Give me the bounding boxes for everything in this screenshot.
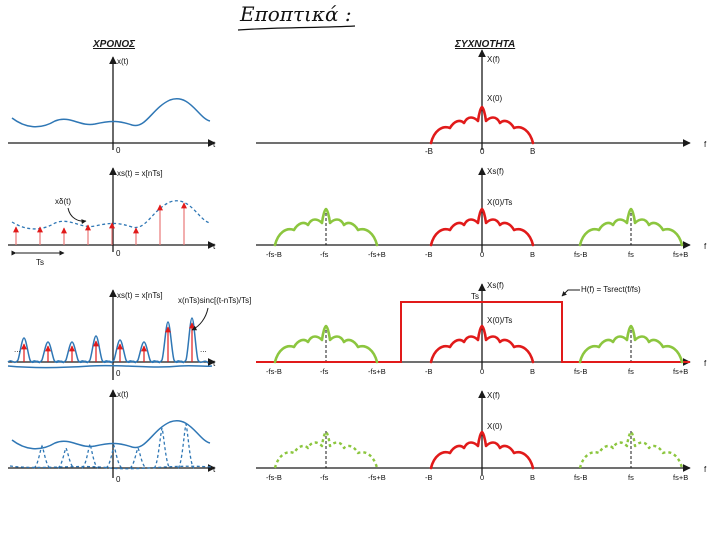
tick-label: -fs-B bbox=[266, 250, 282, 259]
row2-replica-right bbox=[578, 207, 684, 247]
row1-time: x(t) 0 t bbox=[8, 56, 216, 155]
tick-label: fs bbox=[628, 250, 634, 259]
row2-time-origin: 0 bbox=[116, 249, 121, 258]
row3-replica-left bbox=[273, 324, 379, 364]
row1-time-origin: 0 bbox=[116, 146, 121, 155]
row1-spectrum bbox=[429, 105, 535, 145]
row3-dots-left: ... bbox=[14, 345, 21, 354]
row4-time-origin: 0 bbox=[116, 475, 121, 484]
row2-time-xlabel: t bbox=[213, 242, 216, 251]
row2-freq-xlabel: f bbox=[704, 242, 707, 251]
row3-freq: H(f) = Tsrect(f/fs) Ts Xs(f) X(0)/Ts -fs… bbox=[256, 281, 707, 376]
row3-spectrum-center bbox=[429, 324, 535, 364]
tick-label: fs+B bbox=[673, 367, 688, 376]
row2-time: Ts xδ(t) xs(t) = x[nTs] 0 t bbox=[8, 167, 216, 267]
row4-time: x(t) 0 t bbox=[8, 389, 216, 484]
row1-time-ylabel: x(t) bbox=[117, 57, 129, 66]
tick-label: -fs bbox=[320, 473, 329, 482]
row3-freq-xlabel: f bbox=[704, 359, 707, 368]
tick-label: -fs+B bbox=[368, 367, 386, 376]
tick-label: -fs+B bbox=[368, 473, 386, 482]
row2-pointer-label: xδ(t) bbox=[55, 197, 71, 206]
row2-freq: Xs(f) X(0)/Ts -fs-B -fs -fs+B -B 0 B fs-… bbox=[256, 167, 707, 259]
row3-filter-label: H(f) = Tsrect(f/fs) bbox=[581, 285, 641, 294]
row4-peak-label: X(0) bbox=[487, 422, 502, 431]
row2-replica-left bbox=[273, 207, 379, 247]
row2-peak-label: X(0)/Ts bbox=[487, 198, 512, 207]
tick-label: fs bbox=[628, 367, 634, 376]
tick-label: 0 bbox=[480, 250, 484, 259]
row4-freq-ylabel: X(f) bbox=[487, 391, 500, 400]
row2-time-ylabel: xs(t) = x[nTs] bbox=[117, 169, 163, 178]
tick-label: B bbox=[530, 250, 535, 259]
tick-label: fs-B bbox=[574, 473, 587, 482]
row1-freq: X(f) X(0) -B 0 B f bbox=[256, 49, 707, 156]
row3-time-origin: 0 bbox=[116, 369, 121, 378]
tick-label: -fs-B bbox=[266, 473, 282, 482]
row2-period-label: Ts bbox=[36, 258, 44, 267]
row3-time: x(nTs)sinc[(t-nTs)/Ts] ... ... xs(t) = x… bbox=[7, 289, 251, 380]
row1-time-xlabel: t bbox=[213, 140, 216, 149]
tick-label: -fs bbox=[320, 250, 329, 259]
row1-peak-label: X(0) bbox=[487, 94, 502, 103]
row3-freq-ylabel: Xs(f) bbox=[487, 281, 504, 290]
row4-freq-xlabel: f bbox=[704, 465, 707, 474]
row2-freq-ylabel: Xs(f) bbox=[487, 167, 504, 176]
tick-label: B bbox=[530, 147, 535, 156]
tick-label: -B bbox=[425, 147, 433, 156]
row3-dots-right: ... bbox=[200, 345, 207, 354]
header-freq: ΣΥΧΝΟΤΗΤΑ bbox=[454, 39, 515, 50]
row3-replica-right bbox=[578, 324, 684, 364]
tick-label: fs+B bbox=[673, 250, 688, 259]
row3-filter-pointer bbox=[561, 289, 580, 297]
tick-label: 0 bbox=[480, 367, 484, 376]
tick-label: fs-B bbox=[574, 367, 587, 376]
tick-label: fs bbox=[628, 473, 634, 482]
tick-label: 0 bbox=[480, 147, 485, 156]
row4-dashed-pulses bbox=[9, 423, 213, 470]
tick-label: B bbox=[530, 367, 535, 376]
row1-freq-xlabel: f bbox=[704, 140, 707, 149]
row2-spectrum-center bbox=[429, 207, 535, 247]
slide-title: Εποπτικά : bbox=[239, 2, 352, 26]
row3-annotation-pointer bbox=[191, 307, 209, 331]
tick-label: -B bbox=[425, 473, 433, 482]
tick-label: fs-B bbox=[574, 250, 587, 259]
row2-impulses bbox=[13, 202, 187, 245]
tick-label: -B bbox=[425, 250, 433, 259]
row4-spectrum-center bbox=[429, 430, 535, 470]
tick-label: -fs-B bbox=[266, 367, 282, 376]
row1-signal-curve bbox=[11, 98, 211, 128]
row4-reconstructed bbox=[11, 420, 211, 450]
row3-peak-label: X(0)/Ts bbox=[487, 316, 512, 325]
tick-label: B bbox=[530, 473, 535, 482]
row1-freq-ylabel: X(f) bbox=[487, 55, 500, 64]
row4-time-ylabel: x(t) bbox=[117, 390, 129, 399]
header-time: ΧΡΟΝΟΣ bbox=[92, 39, 136, 50]
row3-annotation: x(nTs)sinc[(t-nTs)/Ts] bbox=[178, 296, 251, 305]
tick-label: -B bbox=[425, 367, 433, 376]
tick-label: -fs bbox=[320, 367, 329, 376]
row2-envelope bbox=[11, 200, 211, 230]
row3-time-ylabel: xs(t) = x[nTs] bbox=[117, 291, 163, 300]
row3-lowpass-filter bbox=[256, 301, 690, 363]
row4-freq: X(f) X(0) -fs-B -fs -fs+B -B 0 B fs-B fs… bbox=[256, 390, 707, 482]
row4-time-xlabel: t bbox=[213, 465, 216, 474]
row2-pointer bbox=[67, 207, 87, 225]
tick-label: fs+B bbox=[673, 473, 688, 482]
title-underline bbox=[237, 25, 356, 31]
tick-label: 0 bbox=[480, 473, 484, 482]
tick-label: -fs+B bbox=[368, 250, 386, 259]
row3-filter-level: Ts bbox=[471, 292, 479, 301]
row3-sinc-pulses bbox=[7, 317, 213, 369]
row3-time-xlabel: t bbox=[213, 359, 216, 368]
